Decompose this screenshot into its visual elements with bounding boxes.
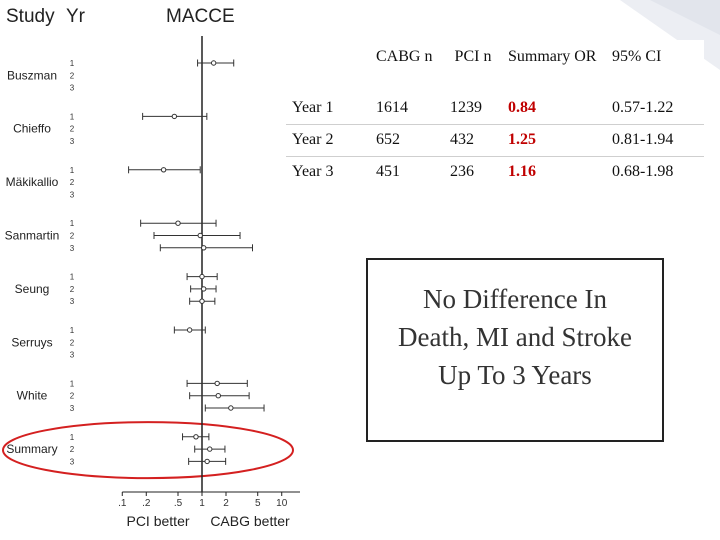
point-estimate xyxy=(171,113,178,120)
conclusion-line: Death, MI and Stroke xyxy=(398,322,632,352)
summary-highlight-ellipse xyxy=(2,421,294,480)
study-name: Seung xyxy=(15,282,50,296)
cabg-better-label: CABG better xyxy=(210,513,290,529)
year-label: 3 xyxy=(70,351,75,360)
year-label: 3 xyxy=(70,244,75,253)
point-estimate xyxy=(199,298,205,304)
conclusion-text: No Difference In Death, MI and Stroke Up… xyxy=(398,280,632,394)
row-label: Year 3 xyxy=(286,155,370,188)
point-estimate xyxy=(214,380,220,387)
summary-or-value: 0.84 xyxy=(508,98,536,116)
x-tick-label: 1 xyxy=(199,498,205,509)
year-label: 2 xyxy=(70,445,75,454)
year-label: 2 xyxy=(70,338,75,347)
conclusion-line: Up To 3 Years xyxy=(438,360,592,390)
summary-table-header: CABG n PCI n Summary OR 95% CI xyxy=(286,40,704,92)
year-label: 1 xyxy=(70,166,75,175)
ci-value: 0.57-1.22 xyxy=(612,98,674,116)
year-column-header: Yr xyxy=(66,6,85,27)
x-tick-label: .2 xyxy=(142,498,151,509)
table-row: Year 1 1614 1239 0.84 0.57-1.22 xyxy=(286,92,704,124)
pci-n-value: 236 xyxy=(444,155,502,188)
study-name: Chieffo xyxy=(13,122,51,136)
point-estimate xyxy=(193,434,199,440)
study-name: Serruys xyxy=(11,335,52,349)
cabg-n-value: 451 xyxy=(370,155,444,188)
point-estimate xyxy=(228,405,234,411)
point-estimate xyxy=(215,393,221,399)
header-pci-n: PCI n xyxy=(454,48,492,65)
point-estimate xyxy=(204,458,210,465)
year-label: 1 xyxy=(70,326,75,335)
table-row: Year 3 451 236 1.16 0.68-1.98 xyxy=(286,155,704,188)
study-name: Buszman xyxy=(7,68,57,82)
x-tick-label: 10 xyxy=(276,498,288,509)
year-label: 1 xyxy=(70,59,75,68)
conclusion-box: No Difference In Death, MI and Stroke Up… xyxy=(366,258,664,442)
year-label: 3 xyxy=(70,297,75,306)
year-label: 2 xyxy=(70,285,75,294)
study-name: Mäkikallio xyxy=(6,175,59,189)
year-label: 2 xyxy=(70,125,75,134)
ci-value: 0.68-1.98 xyxy=(606,155,704,188)
point-estimate xyxy=(175,220,181,226)
header-ci: 95% CI xyxy=(612,48,662,65)
summary-or-value: 1.25 xyxy=(502,123,606,156)
conclusion-line: No Difference In xyxy=(423,284,607,314)
pci-better-label: PCI better xyxy=(126,513,189,529)
year-label: 3 xyxy=(70,190,75,199)
x-tick-label: .5 xyxy=(174,498,183,509)
year-label: 3 xyxy=(70,457,75,466)
year-label: 1 xyxy=(70,112,75,121)
row-label: Year 1 xyxy=(292,98,334,116)
point-estimate xyxy=(200,286,207,292)
year-label: 3 xyxy=(70,84,75,93)
point-estimate xyxy=(186,327,193,333)
year-label: 2 xyxy=(70,392,75,401)
cabg-n-value: 652 xyxy=(370,123,444,156)
study-name: Sanmartin xyxy=(5,229,60,243)
point-estimate xyxy=(199,273,205,280)
pci-n-value: 1239 xyxy=(450,98,482,116)
cabg-n-value: 1614 xyxy=(376,98,408,116)
study-column-header: Study xyxy=(6,6,55,27)
header-cell-blank xyxy=(286,40,370,92)
summary-or-value: 1.16 xyxy=(502,155,606,188)
year-label: 3 xyxy=(70,404,75,413)
ci-value: 0.81-1.94 xyxy=(606,123,704,156)
year-label: 1 xyxy=(70,379,75,388)
table-row: Year 2 652 432 1.25 0.81-1.94 xyxy=(286,123,704,156)
year-label: 1 xyxy=(70,273,75,282)
point-estimate xyxy=(200,245,207,251)
chart-title: MACCE xyxy=(166,6,235,27)
x-tick-label: 2 xyxy=(223,498,229,509)
year-label: 1 xyxy=(70,433,75,442)
year-label: 3 xyxy=(70,137,75,146)
pci-n-value: 432 xyxy=(444,123,502,156)
year-label: 2 xyxy=(70,71,75,80)
year-label: 2 xyxy=(70,232,75,241)
x-tick-label: 5 xyxy=(255,498,261,509)
row-label: Year 2 xyxy=(286,123,370,156)
x-tick-label: .1 xyxy=(118,498,127,509)
study-name: Summary xyxy=(6,442,57,456)
summary-table: CABG n PCI n Summary OR 95% CI Year 1 16… xyxy=(286,40,704,188)
point-estimate xyxy=(197,232,203,239)
point-estimate xyxy=(210,60,217,66)
study-name: White xyxy=(17,389,48,403)
year-label: 1 xyxy=(70,219,75,228)
point-estimate xyxy=(207,446,213,452)
point-estimate xyxy=(160,167,167,173)
header-summary-or: Summary OR xyxy=(508,48,597,65)
header-cabg-n: CABG n xyxy=(376,48,433,65)
year-label: 2 xyxy=(70,178,75,187)
